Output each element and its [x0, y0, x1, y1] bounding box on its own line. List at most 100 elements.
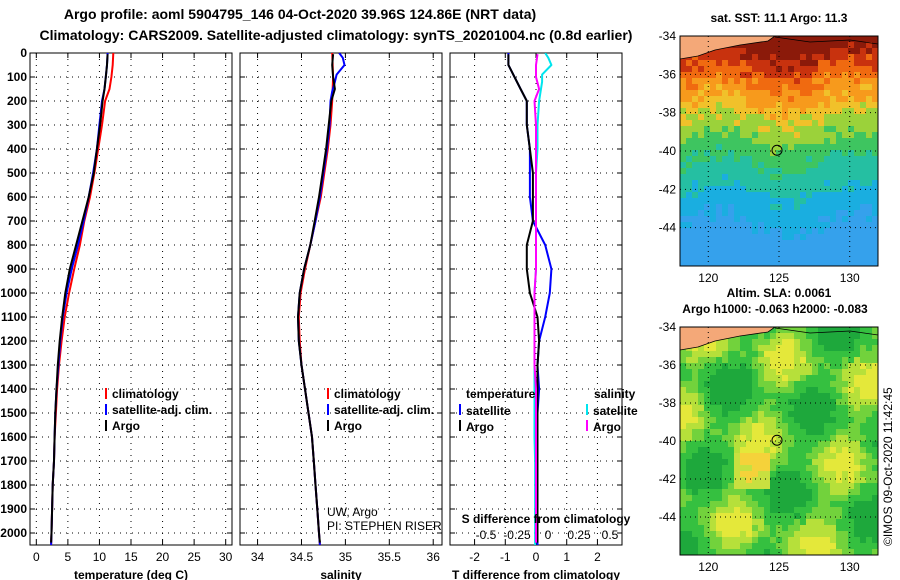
y-tick-label: 400 — [7, 142, 27, 156]
map-cell — [830, 252, 837, 259]
map-cell — [824, 459, 831, 466]
secondary-axis-label: S difference from climatology — [462, 512, 631, 526]
legend-label: satellite-adj. clim. — [112, 403, 212, 417]
map-cell — [686, 495, 693, 502]
map-cell — [746, 264, 753, 266]
map-cell — [794, 525, 801, 532]
series-group — [507, 53, 553, 545]
map-cell — [752, 441, 759, 448]
map-cell — [824, 327, 831, 334]
map-cell — [716, 114, 723, 121]
map-cell — [782, 453, 789, 460]
map-cell — [704, 465, 711, 472]
map-cell — [710, 138, 717, 145]
map-cell — [794, 144, 801, 151]
map-cell — [812, 327, 819, 334]
map-cell — [770, 204, 777, 211]
map-cell — [764, 234, 771, 241]
map-cell — [842, 72, 849, 79]
map-cell — [806, 399, 813, 406]
map-cell — [812, 240, 819, 247]
map-cell — [794, 357, 801, 364]
map-cell — [860, 240, 867, 247]
map-cell — [824, 108, 831, 115]
map-cell — [848, 132, 855, 139]
y-tick-label: 500 — [7, 166, 27, 180]
map-cell — [782, 204, 789, 211]
map-cell — [866, 399, 873, 406]
map-cell — [770, 489, 777, 496]
map-cell — [752, 240, 759, 247]
map-cell — [776, 345, 783, 352]
map-cell — [680, 417, 687, 424]
map-cell — [824, 60, 831, 67]
map-cell — [860, 399, 867, 406]
map-cell — [782, 162, 789, 169]
map-cell — [764, 216, 771, 223]
map-cell — [764, 162, 771, 169]
map-cell — [710, 234, 717, 241]
map-cell — [698, 477, 705, 484]
map-cell — [836, 252, 843, 259]
map-cell — [734, 108, 741, 115]
map-cell — [758, 543, 765, 550]
map-cell — [758, 174, 765, 181]
map-cell — [770, 435, 777, 442]
map-cell — [710, 84, 717, 91]
map-cell — [866, 234, 873, 241]
map-cell — [776, 435, 783, 442]
map-cell — [716, 459, 723, 466]
map-cell — [788, 399, 795, 406]
map-cell — [716, 423, 723, 430]
map-cell — [734, 495, 741, 502]
map-cell — [842, 210, 849, 217]
map-cell — [812, 174, 819, 181]
map-cell — [818, 204, 825, 211]
map-cell — [854, 78, 861, 85]
map-cell — [782, 441, 789, 448]
map-cell — [746, 375, 753, 382]
map-cell — [728, 252, 735, 259]
map-cell — [794, 126, 801, 133]
map-cell — [746, 162, 753, 169]
map-cell — [704, 441, 711, 448]
map-cell — [842, 417, 849, 424]
map-cell — [752, 96, 759, 103]
map-cell — [812, 102, 819, 109]
map-cell — [872, 387, 878, 394]
map-cell — [800, 180, 807, 187]
map-cell — [800, 483, 807, 490]
map-cell — [776, 66, 783, 73]
map-cell — [722, 90, 729, 97]
map-cell — [812, 222, 819, 229]
map-cell — [824, 465, 831, 472]
map-cell — [806, 120, 813, 127]
map-cell — [692, 405, 699, 412]
map-cell — [782, 489, 789, 496]
map-cell — [866, 48, 873, 55]
map-cell — [782, 495, 789, 502]
map-cell — [866, 381, 873, 388]
map-cell — [818, 126, 825, 133]
map-cell — [740, 126, 747, 133]
map-cell — [758, 258, 765, 265]
map-cell — [740, 156, 747, 163]
map-cell — [794, 471, 801, 478]
map-cell — [836, 441, 843, 448]
map-cell — [836, 84, 843, 91]
map-cell — [698, 132, 705, 139]
map-cell — [848, 495, 855, 502]
map-cell — [794, 60, 801, 67]
map-cell — [818, 78, 825, 85]
map-cell — [716, 447, 723, 454]
map-cell — [866, 102, 873, 109]
map-cell — [704, 84, 711, 91]
map-cell — [848, 423, 855, 430]
map-cell — [716, 162, 723, 169]
map-cell — [752, 138, 759, 145]
map-cell — [782, 429, 789, 436]
map-cell — [794, 375, 801, 382]
map-cell — [866, 411, 873, 418]
map-cell — [782, 240, 789, 247]
map-cell — [698, 126, 705, 133]
